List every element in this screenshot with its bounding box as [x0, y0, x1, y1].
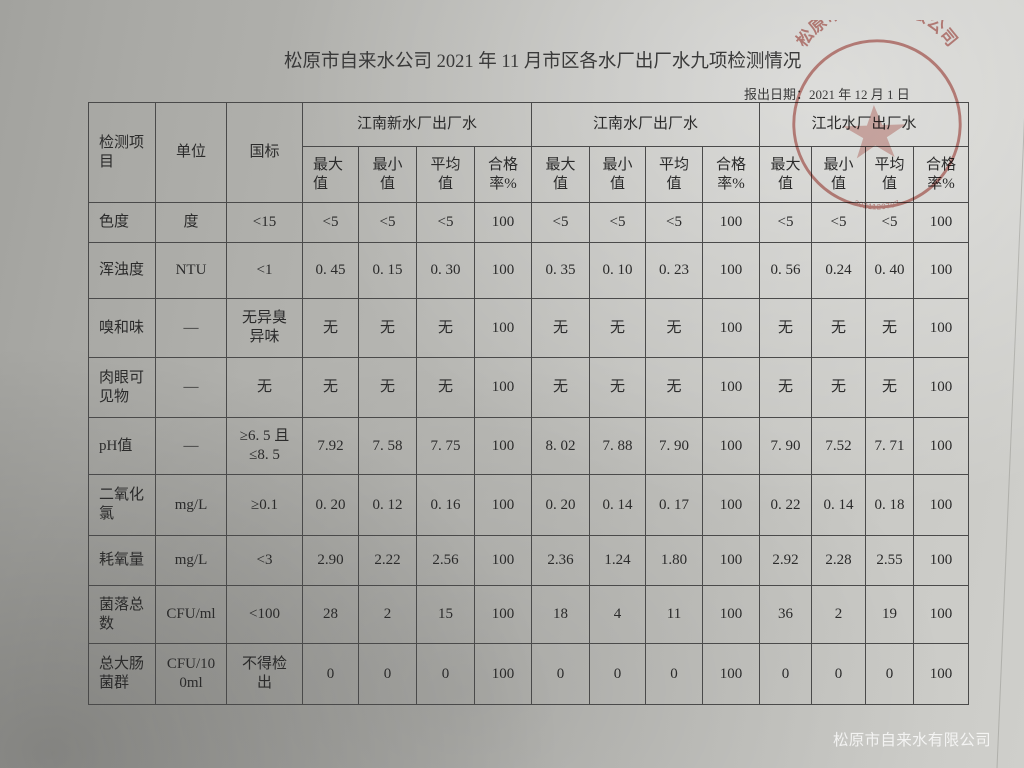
svg-text:松原市自来水有限公司: 松原市自来水有限公司	[792, 20, 962, 50]
svg-text:2021120707: 2021120707	[853, 198, 901, 211]
